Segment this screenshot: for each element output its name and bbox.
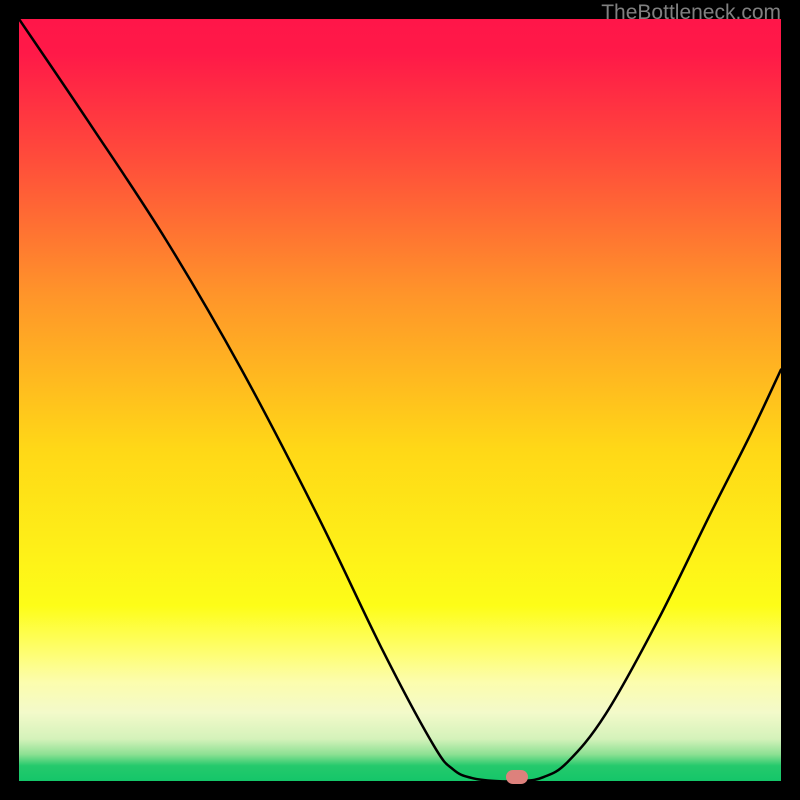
watermark-label: TheBottleneck.com xyxy=(601,1,781,25)
bottleneck-curve xyxy=(19,19,781,781)
optimum-marker xyxy=(506,770,528,784)
chart-stage: TheBottleneck.com xyxy=(0,0,800,800)
curve-path xyxy=(19,19,781,781)
